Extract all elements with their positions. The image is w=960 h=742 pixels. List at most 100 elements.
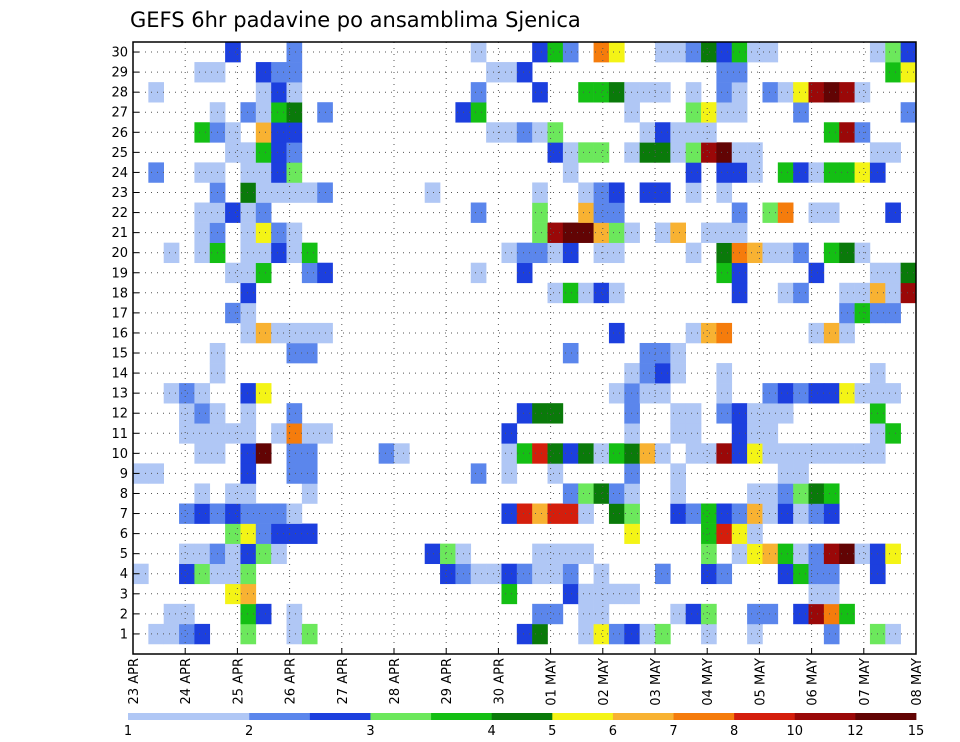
heatmap-cell — [823, 202, 840, 223]
heatmap-cell — [885, 42, 901, 63]
heatmap-cell — [670, 363, 686, 384]
heatmap-cell — [808, 483, 825, 504]
heatmap-cell — [516, 62, 533, 83]
colorbar-swatch — [370, 713, 432, 720]
heatmap-cell — [225, 122, 241, 143]
heatmap-cell — [685, 82, 702, 103]
heatmap-cell — [747, 603, 763, 625]
heatmap-cell — [562, 543, 579, 565]
heatmap-cell — [608, 182, 625, 203]
colorbar-label: 2 — [245, 724, 253, 739]
heatmap-cell — [655, 342, 671, 364]
heatmap-cell — [777, 543, 794, 565]
heatmap-cell — [716, 503, 733, 524]
heatmap-cell — [501, 583, 518, 605]
heatmap-cell — [562, 222, 579, 243]
heatmap-cell — [501, 443, 518, 464]
heatmap-cell — [777, 383, 794, 404]
heatmap-cell — [762, 42, 779, 63]
heatmap-cell — [808, 262, 825, 284]
y-tick-label: 18 — [111, 286, 128, 301]
heatmap-cell — [608, 202, 625, 223]
heatmap-cell — [240, 403, 257, 424]
heatmap-cell — [762, 443, 779, 464]
heatmap-cell — [854, 122, 871, 143]
heatmap-cell — [655, 182, 671, 203]
heatmap-cell — [608, 42, 625, 63]
heatmap-cell — [240, 282, 257, 304]
colorbar-label: 4 — [488, 724, 496, 739]
heatmap-cell — [562, 563, 579, 585]
heatmap-cell — [286, 82, 303, 103]
heatmap-cell — [655, 142, 671, 163]
heatmap-cell — [516, 563, 533, 585]
heatmap-cell — [194, 403, 211, 424]
heatmap-cell — [547, 503, 564, 524]
heatmap-cell — [639, 82, 656, 103]
colorbar-swatch — [431, 713, 493, 720]
heatmap-cell — [547, 242, 564, 264]
heatmap-cell — [286, 503, 303, 524]
heatmap-cell — [394, 443, 410, 464]
heatmap-cell — [547, 142, 564, 163]
heatmap-cell — [716, 443, 733, 464]
heatmap-cell — [655, 42, 671, 63]
heatmap-cell — [701, 563, 717, 585]
heatmap-cell — [194, 242, 211, 264]
heatmap-cell — [716, 62, 733, 83]
x-tick-label: 27 APR — [336, 658, 351, 704]
heatmap-cell — [532, 122, 548, 143]
heatmap-cell — [301, 342, 318, 364]
heatmap-cell — [885, 623, 901, 645]
heatmap-cell — [440, 563, 456, 585]
heatmap-cell — [301, 483, 318, 504]
heatmap-cell — [777, 563, 794, 585]
heatmap-cell — [225, 583, 241, 605]
x-tick-label: 29 APR — [440, 658, 455, 704]
heatmap-cell — [716, 363, 733, 384]
heatmap-cell — [194, 222, 211, 243]
heatmap-cell — [670, 483, 686, 504]
heatmap-cell — [639, 122, 656, 143]
heatmap-cell — [516, 122, 533, 143]
heatmap-cell — [670, 403, 686, 424]
heatmap-cell — [547, 403, 564, 424]
heatmap-cell — [808, 583, 825, 605]
heatmap-cell — [808, 503, 825, 524]
heatmap-cell — [286, 242, 303, 264]
heatmap-cell — [747, 42, 763, 63]
heatmap-cell — [516, 503, 533, 524]
heatmap-cell — [685, 603, 702, 625]
heatmap-cell — [286, 423, 303, 444]
heatmap-cell — [562, 162, 579, 183]
heatmap-cell — [240, 523, 257, 544]
heatmap-cell — [562, 242, 579, 264]
y-tick-label: 2 — [120, 607, 128, 622]
y-tick-label: 7 — [120, 507, 128, 522]
heatmap-cell — [624, 483, 640, 504]
heatmap-cell — [777, 202, 794, 223]
heatmap-cell — [670, 222, 686, 243]
heatmap-cell — [240, 322, 257, 344]
heatmap-cell — [716, 102, 733, 123]
heatmap-cell — [639, 142, 656, 163]
heatmap-cell — [470, 202, 487, 223]
heatmap-cell — [240, 383, 257, 404]
heatmap-cell — [194, 503, 211, 524]
heatmap-cell — [655, 383, 671, 404]
heatmap-cell — [470, 262, 487, 284]
heatmap-cell — [777, 483, 794, 504]
heatmap-cell — [823, 583, 840, 605]
heatmap-cell — [240, 262, 257, 284]
heatmap-cell — [885, 543, 901, 565]
heatmap-cell — [900, 282, 917, 304]
heatmap-cell — [701, 603, 717, 625]
heatmap-cell — [885, 282, 901, 304]
heatmap-cell — [179, 623, 195, 645]
heatmap-cell — [240, 142, 257, 163]
heatmap-cell — [286, 603, 303, 625]
heatmap-cell — [271, 423, 287, 444]
heatmap-cell — [701, 543, 717, 565]
heatmap-cell — [608, 282, 625, 304]
